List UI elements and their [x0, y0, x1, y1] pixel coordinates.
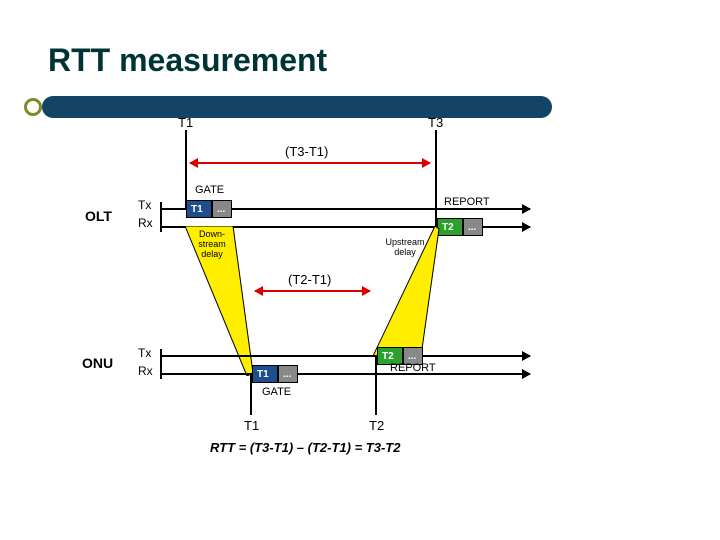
- olt-t2-dots-text: ...: [464, 222, 480, 233]
- onu-t2-text: T2: [378, 351, 398, 362]
- gate-top-label: GATE: [195, 184, 224, 196]
- t3-t1-label: (T3-T1): [285, 144, 328, 159]
- onu-rx-label: Rx: [138, 364, 153, 378]
- onu-left-tick: [160, 349, 162, 379]
- vline-t3-olt: [435, 130, 437, 228]
- olt-t1-text: T1: [187, 204, 207, 215]
- olt-t1-dots-text: ...: [213, 204, 229, 215]
- downstream-delay-text: Down-streamdelay: [192, 230, 232, 260]
- t1-bottom-label: T1: [244, 418, 259, 433]
- gate-bottom-label: GATE: [262, 386, 291, 398]
- vline-t1-olt: [185, 130, 187, 210]
- onu-t1-text: T1: [253, 369, 273, 380]
- t3-t1-arrow: [190, 162, 430, 164]
- t3-top-label: T3: [428, 115, 443, 130]
- t2-bottom-label: T2: [369, 418, 384, 433]
- rtt-diagram: OLT Tx Rx ONU Tx Rx T1 T3 (T3-T1) GATE T…: [100, 130, 620, 490]
- onu-tx-label: Tx: [138, 346, 151, 360]
- onu-t1-box: T1: [252, 365, 278, 383]
- report-top-label: REPORT: [444, 196, 490, 208]
- onu-label: ONU: [82, 355, 113, 371]
- title-bar: [42, 96, 552, 118]
- olt-label: OLT: [85, 208, 112, 224]
- t2-t1-arrow: [255, 290, 370, 292]
- olt-t1-box: T1: [186, 200, 212, 218]
- onu-tx-line: [160, 355, 530, 357]
- t2-t1-label: (T2-T1): [288, 272, 331, 287]
- t1-top-label: T1: [178, 115, 193, 130]
- onu-rx-line: [160, 373, 530, 375]
- olt-left-tick: [160, 202, 162, 232]
- rtt-formula: RTT = (T3-T1) – (T2-T1) = T3-T2: [210, 440, 400, 455]
- onu-t2-dots-text: ...: [404, 351, 420, 362]
- olt-rx-label: Rx: [138, 216, 153, 230]
- upstream-delay-text: Upstreamdelay: [380, 238, 430, 258]
- onu-t1-dots: ...: [278, 365, 298, 383]
- page-title: RTT measurement: [48, 42, 327, 79]
- report-bottom-label: REPORT: [390, 362, 436, 374]
- olt-t2-dots: ...: [463, 218, 483, 236]
- olt-t1-dots: ...: [212, 200, 232, 218]
- olt-tx-label: Tx: [138, 198, 151, 212]
- onu-t1-dots-text: ...: [279, 369, 295, 380]
- bullet-decoration: [24, 98, 42, 116]
